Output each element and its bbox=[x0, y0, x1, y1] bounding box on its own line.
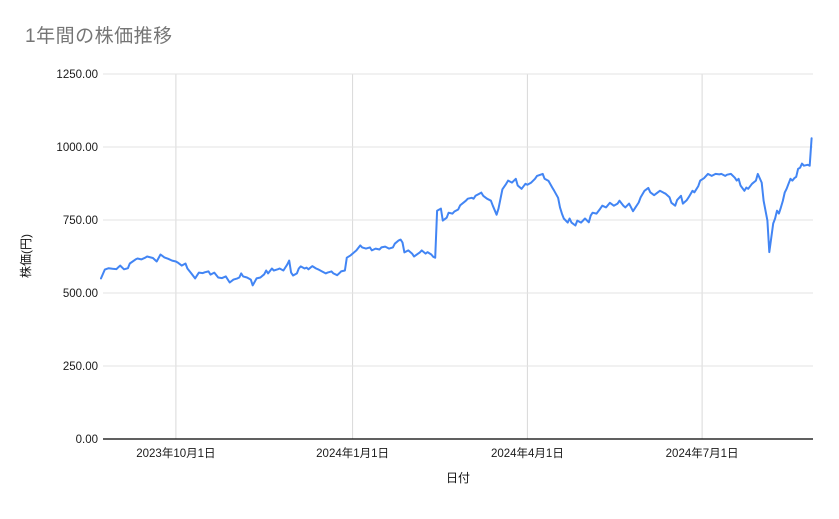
y-tick-label: 750.00 bbox=[63, 215, 98, 227]
x-tick-label: 2024年4月1日 bbox=[491, 446, 564, 460]
y-tick-label: 250.00 bbox=[63, 361, 98, 373]
x-axis-title: 日付 bbox=[446, 471, 470, 485]
price-line-series bbox=[100, 137, 813, 287]
x-tick-label: 2023年10月1日 bbox=[136, 446, 215, 460]
y-tick-label: 500.00 bbox=[63, 288, 98, 300]
x-tick-label: 2024年1月1日 bbox=[316, 446, 389, 460]
y-tick-label: 1000.00 bbox=[56, 142, 98, 154]
chart-title: 1年間の株価推移 bbox=[25, 26, 173, 47]
y-axis-title: 株価(円) bbox=[18, 234, 33, 278]
x-tick-label: 2024年7月1日 bbox=[666, 446, 739, 460]
y-tick-label: 1250.00 bbox=[56, 69, 98, 81]
y-tick-label: 0.00 bbox=[76, 434, 98, 446]
